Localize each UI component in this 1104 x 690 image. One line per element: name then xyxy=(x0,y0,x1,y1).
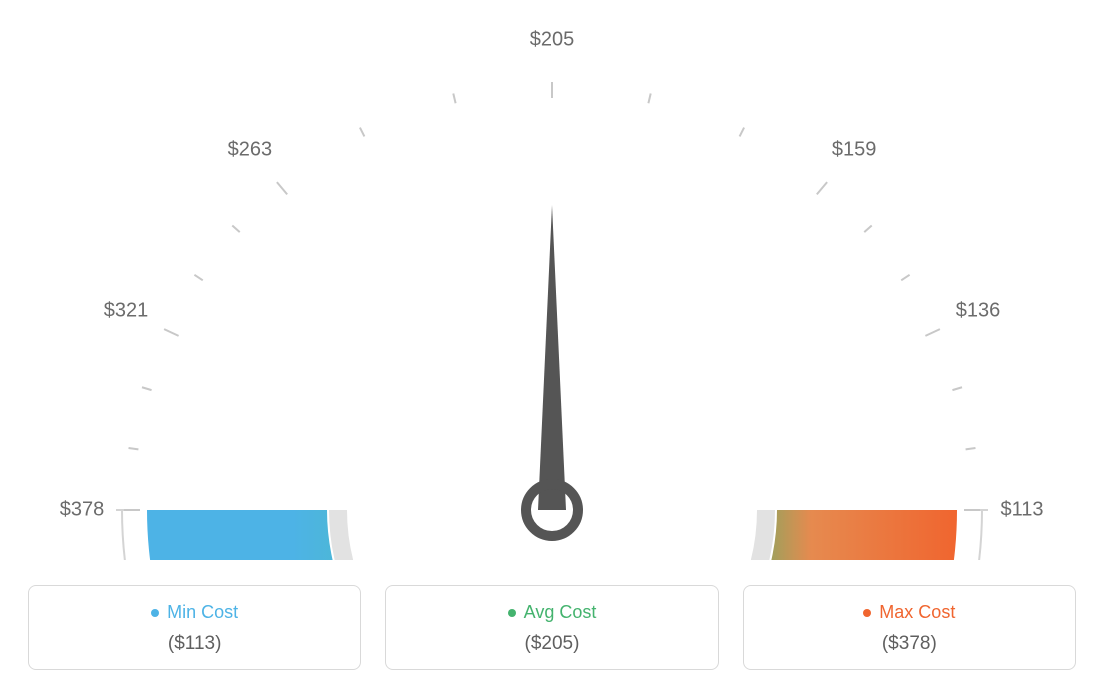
gauge-svg xyxy=(0,0,1104,560)
gauge-tick-label: $378 xyxy=(60,499,105,522)
legend-title-max: Max Cost xyxy=(863,602,955,623)
gauge-tick-label: $205 xyxy=(530,29,575,52)
legend-dot-min xyxy=(151,609,159,617)
gauge-tick-label: $136 xyxy=(956,300,1001,323)
gauge-tick-label: $113 xyxy=(1000,499,1043,522)
legend-value-min: ($113) xyxy=(41,633,348,655)
legend-label-min: Min Cost xyxy=(167,602,238,623)
legend-label-max: Max Cost xyxy=(879,602,955,623)
legend-dot-avg xyxy=(508,609,516,617)
legend-value-avg: ($205) xyxy=(398,633,705,655)
gauge-tick-label: $263 xyxy=(228,138,273,161)
gauge-container: $113 $136 $159 $205 $263 $321 $378 xyxy=(0,0,1104,560)
legend-row: Min Cost ($113) Avg Cost ($205) Max Cost… xyxy=(0,585,1104,670)
legend-label-avg: Avg Cost xyxy=(524,602,597,623)
gauge-tick-label: $321 xyxy=(104,300,149,323)
legend-card-min: Min Cost ($113) xyxy=(28,585,361,670)
legend-value-max: ($378) xyxy=(756,633,1063,655)
legend-title-min: Min Cost xyxy=(151,602,238,623)
legend-card-max: Max Cost ($378) xyxy=(743,585,1076,670)
gauge-tick-label: $159 xyxy=(832,138,877,161)
legend-card-avg: Avg Cost ($205) xyxy=(385,585,718,670)
legend-title-avg: Avg Cost xyxy=(508,602,597,623)
legend-dot-max xyxy=(863,609,871,617)
